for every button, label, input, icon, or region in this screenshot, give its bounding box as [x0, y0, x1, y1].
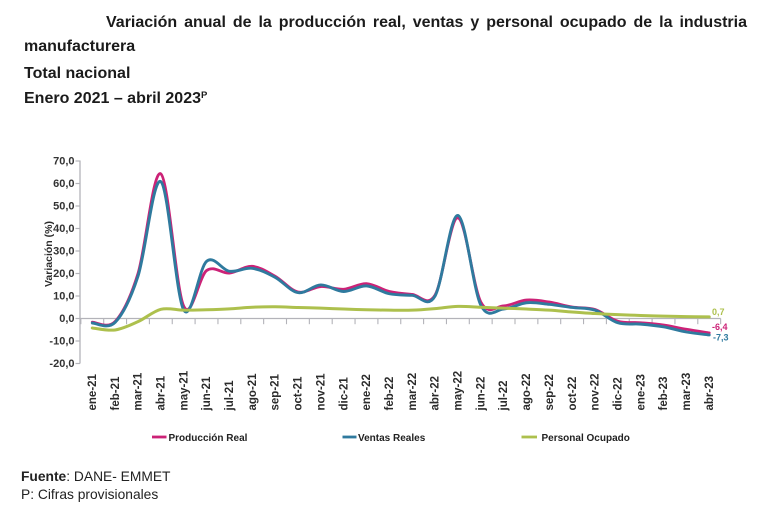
svg-text:ene-22: ene-22 [361, 374, 373, 410]
svg-text:50,0: 50,0 [53, 201, 74, 213]
svg-text:-7,3: -7,3 [713, 333, 729, 343]
svg-text:sep-21: sep-21 [270, 373, 282, 410]
svg-text:may-22: may-22 [453, 371, 465, 411]
svg-text:jun-22: jun-22 [475, 377, 487, 412]
svg-text:ago-22: ago-22 [521, 373, 533, 410]
svg-text:mar-23: mar-23 [681, 373, 693, 411]
svg-text:ago-21: ago-21 [247, 373, 259, 411]
svg-text:20,0: 20,0 [53, 268, 74, 280]
svg-text:-6,4: -6,4 [712, 322, 728, 332]
svg-text:70,0: 70,0 [53, 156, 74, 168]
svg-text:jul-22: jul-22 [498, 380, 510, 411]
svg-text:-10,0: -10,0 [49, 336, 74, 348]
svg-text:sep-22: sep-22 [544, 374, 556, 410]
svg-text:Variación (%): Variación (%) [43, 221, 55, 287]
svg-text:0,0: 0,0 [59, 313, 74, 325]
svg-text:mar-22: mar-22 [407, 373, 419, 411]
svg-text:feb-23: feb-23 [658, 377, 670, 411]
svg-text:Producción Real: Producción Real [169, 433, 248, 444]
svg-text:may-21: may-21 [178, 370, 190, 410]
svg-text:abr-22: abr-22 [430, 376, 442, 411]
svg-text:mar-21: mar-21 [133, 372, 145, 410]
svg-text:ene-23: ene-23 [635, 374, 647, 410]
svg-text:60,0: 60,0 [53, 178, 74, 190]
svg-text:Personal Ocupado: Personal Ocupado [542, 433, 630, 444]
svg-text:feb-21: feb-21 [110, 376, 122, 410]
svg-text:dic-21: dic-21 [338, 377, 350, 411]
svg-text:10,0: 10,0 [53, 291, 74, 303]
svg-text:0,7: 0,7 [712, 307, 725, 317]
svg-text:jun-21: jun-21 [201, 376, 213, 411]
svg-text:oct-21: oct-21 [293, 376, 305, 410]
svg-text:40,0: 40,0 [53, 223, 74, 235]
svg-text:abr-21: abr-21 [155, 375, 167, 410]
svg-text:ene-21: ene-21 [87, 373, 99, 410]
svg-text:oct-22: oct-22 [567, 377, 579, 411]
svg-text:nov-22: nov-22 [590, 373, 602, 410]
svg-text:jul-21: jul-21 [224, 380, 236, 412]
svg-text:abr-23: abr-23 [704, 376, 716, 411]
svg-text:feb-22: feb-22 [384, 377, 396, 411]
svg-text:Ventas Reales: Ventas Reales [358, 433, 426, 444]
svg-text:nov-21: nov-21 [315, 373, 327, 411]
svg-text:30,0: 30,0 [53, 246, 74, 258]
svg-text:-20,0: -20,0 [49, 358, 74, 370]
svg-text:dic-22: dic-22 [612, 377, 624, 410]
